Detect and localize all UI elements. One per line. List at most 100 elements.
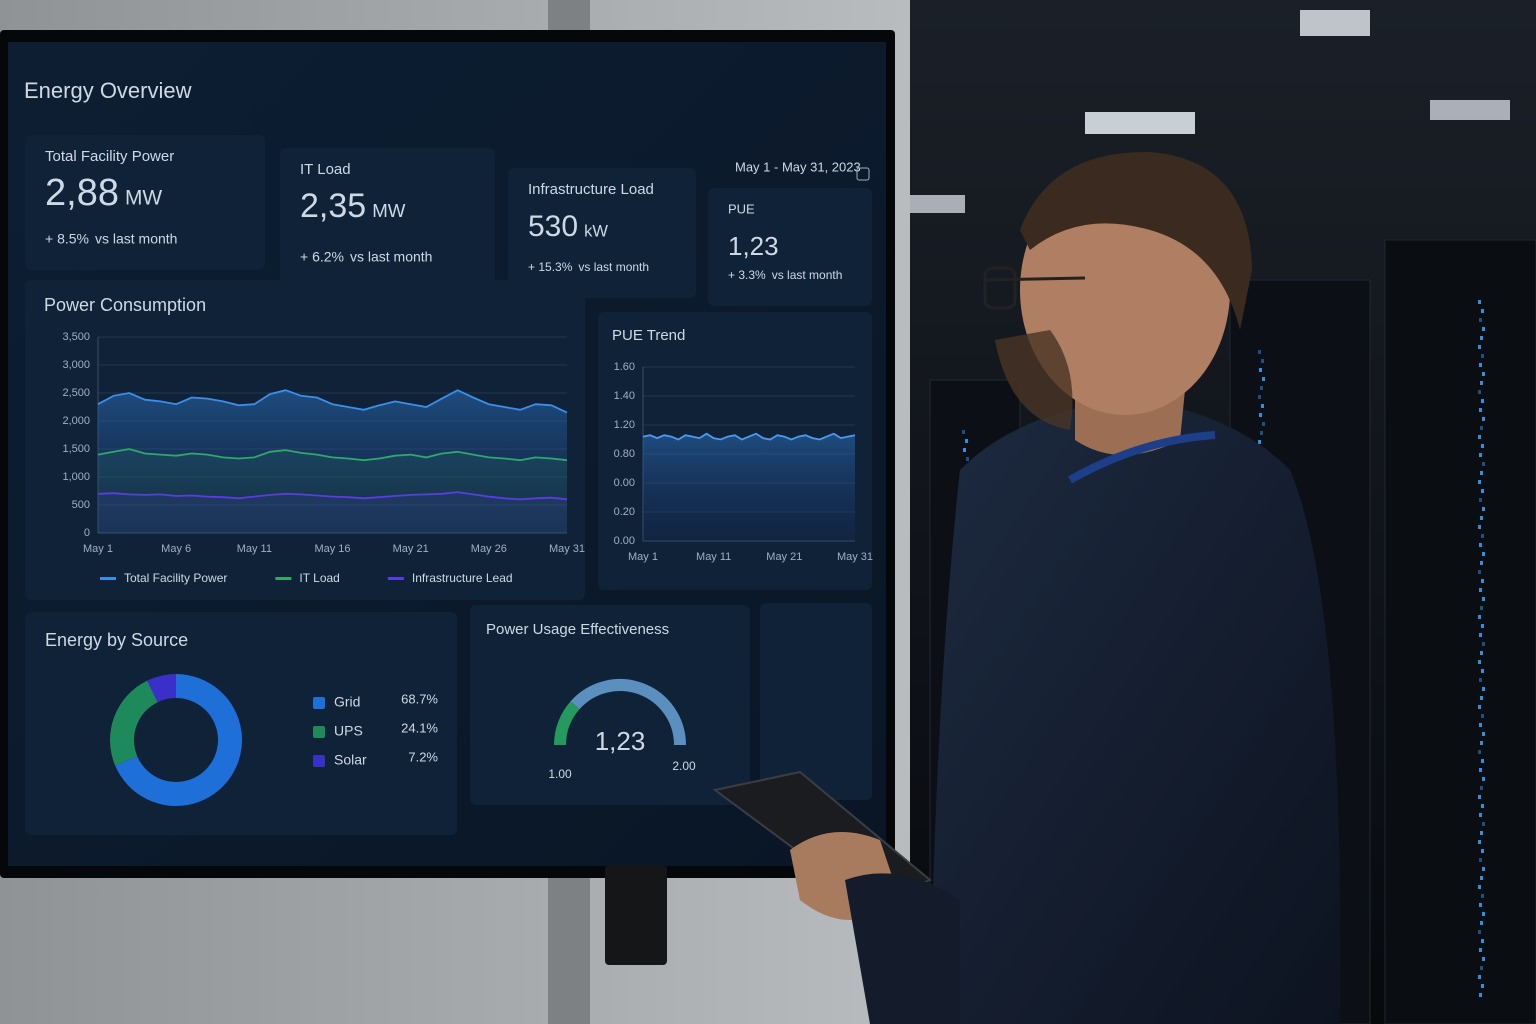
kpi-card <box>508 168 696 298</box>
rack-light <box>1480 561 1483 565</box>
kpi-change: + 15.3% <box>528 260 573 274</box>
gauge-max: 2.00 <box>672 759 696 773</box>
y-tick-label: 0.00 <box>614 477 635 489</box>
rack-light <box>1479 723 1482 727</box>
kpi-label: PUE <box>728 201 755 216</box>
rack-light <box>1479 993 1482 997</box>
kpi-card <box>25 135 265 270</box>
rack-light <box>1481 669 1484 673</box>
kpi-suffix: vs last month <box>350 249 432 265</box>
rack-light <box>1479 858 1482 862</box>
rack-light <box>1479 903 1482 907</box>
rack-light <box>1482 462 1485 466</box>
rack-light <box>1478 975 1481 979</box>
legend-label: UPS <box>334 723 363 739</box>
panel-title: Energy by Source <box>45 630 188 650</box>
rack-light <box>1480 741 1483 745</box>
rack-light <box>1478 435 1481 439</box>
rack-light <box>1481 624 1484 628</box>
date-range[interactable]: May 1 - May 31, 2023 <box>735 159 861 174</box>
rack-light <box>1482 327 1485 331</box>
rack-light <box>1481 399 1484 403</box>
rack-light <box>1480 966 1483 970</box>
rack-light <box>1482 687 1485 691</box>
rack-light <box>1479 408 1482 412</box>
rack-light <box>1260 386 1263 390</box>
y-tick-label: 1,500 <box>62 443 90 455</box>
kpi-unit: MW <box>372 200 406 221</box>
legend-swatch <box>313 697 325 709</box>
rack-light <box>1482 372 1485 376</box>
rack-light <box>1258 350 1261 354</box>
rack-light <box>1262 422 1265 426</box>
x-tick-label: May 21 <box>766 551 802 563</box>
rack-light <box>1478 885 1481 889</box>
calendar-icon[interactable] <box>856 167 870 181</box>
y-tick-label: 2,000 <box>62 415 90 427</box>
x-tick-label: May 1 <box>628 551 658 563</box>
legend-label: Solar <box>334 752 367 768</box>
rack-light <box>1479 768 1482 772</box>
rack-light <box>1481 579 1484 583</box>
dashboard-title: Energy Overview <box>24 78 192 103</box>
panel-title: PUE Trend <box>612 327 685 344</box>
rack-light <box>1482 777 1485 781</box>
rack-light <box>1478 300 1481 304</box>
x-tick-label: May 26 <box>471 543 507 555</box>
rack-light <box>1481 309 1484 313</box>
legend-swatch <box>387 577 404 580</box>
y-tick-label: 1.60 <box>614 361 635 373</box>
rack-light <box>1482 957 1485 961</box>
kpi-unit: MW <box>125 187 162 210</box>
kpi-change: + 6.2% <box>300 249 344 265</box>
y-tick-label: 0.80 <box>614 448 635 460</box>
rack-light <box>1481 444 1484 448</box>
rack-light <box>1480 471 1483 475</box>
legend-label: Grid <box>334 694 360 710</box>
x-tick-label: May 31 <box>549 543 585 555</box>
rack-light <box>1260 431 1263 435</box>
rack-light <box>1480 786 1483 790</box>
kpi-label: Total Facility Power <box>45 148 174 165</box>
rack-light <box>1480 606 1483 610</box>
legend-label: Total Facility Power <box>124 571 227 585</box>
y-tick-label: 1,000 <box>62 471 90 483</box>
kpi-unit: kW <box>584 222 608 240</box>
rack-light <box>965 439 968 443</box>
rack-light <box>1482 867 1485 871</box>
x-tick-label: May 1 <box>83 543 113 555</box>
legend-swatch <box>313 755 325 767</box>
rack-light <box>1479 813 1482 817</box>
x-tick-label: May 31 <box>837 551 873 563</box>
kpi-change: + 8.5% <box>45 231 89 247</box>
kpi-suffix: vs last month <box>578 260 649 274</box>
panel-title: Power Consumption <box>44 295 206 315</box>
series-line <box>642 432 856 441</box>
rack-light <box>1478 525 1481 529</box>
rack-light <box>1262 377 1265 381</box>
legend-value: 7.2% <box>408 749 438 764</box>
rack-light <box>1481 804 1484 808</box>
rack-light <box>1480 336 1483 340</box>
rack-light <box>1479 318 1482 322</box>
y-tick-label: 0.00 <box>614 535 635 547</box>
y-tick-label: 2,500 <box>62 387 90 399</box>
rack-light <box>1259 368 1262 372</box>
rack-light <box>962 430 965 434</box>
ceiling-lights <box>910 10 1510 213</box>
rack-light <box>1480 426 1483 430</box>
rack-light <box>1479 678 1482 682</box>
rack-light <box>1481 759 1484 763</box>
y-tick-label: 0 <box>84 527 90 539</box>
rack-light <box>1478 705 1481 709</box>
rack-light <box>1481 939 1484 943</box>
rack-light <box>1478 480 1481 484</box>
series-area <box>98 492 567 533</box>
kpi-card <box>280 148 495 288</box>
legend-value: 24.1% <box>401 720 438 735</box>
kpi-value: 530 <box>528 210 578 243</box>
rack-light <box>1478 840 1481 844</box>
rack-light <box>1478 795 1481 799</box>
rack-light <box>1478 345 1481 349</box>
rack-light <box>963 448 966 452</box>
